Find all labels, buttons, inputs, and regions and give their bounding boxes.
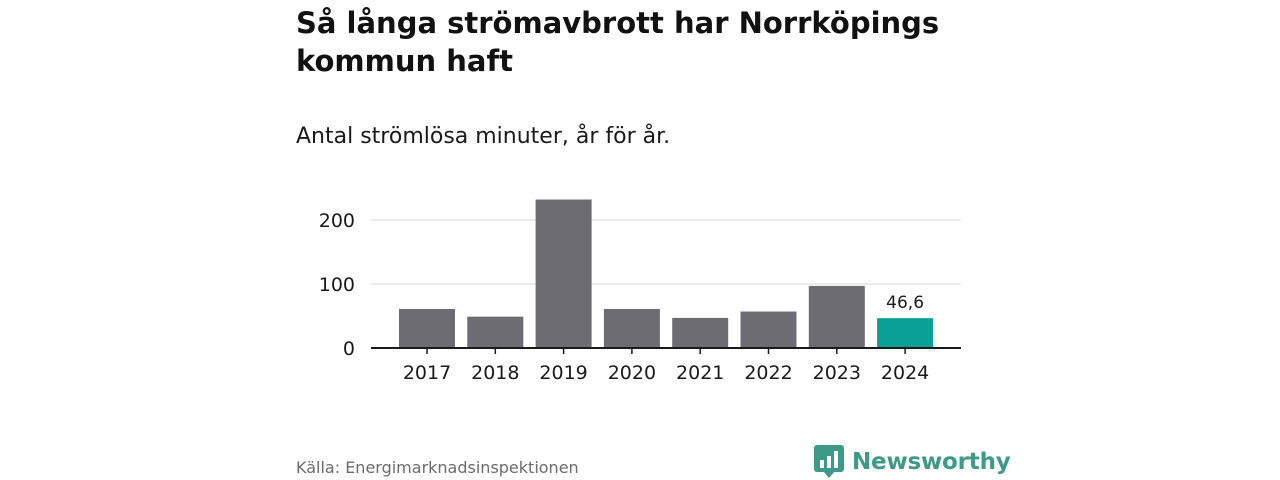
- bar-2023: [808, 285, 865, 348]
- x-tick-label: 2018: [471, 362, 519, 384]
- source-note: Källa: Energimarknadsinspektionen: [296, 458, 579, 477]
- bar-2022: [740, 311, 797, 348]
- bar-2019: [535, 199, 592, 348]
- bar-2018: [467, 316, 524, 348]
- bar-2017: [399, 308, 455, 348]
- brand-name: Newsworthy: [852, 449, 1011, 475]
- x-tick-label: 2017: [403, 362, 451, 384]
- bar-2021: [672, 317, 729, 348]
- bar-2024: [877, 318, 934, 348]
- gridlines: [371, 219, 961, 285]
- axes: [371, 347, 961, 354]
- data-label-2024: 46,6: [886, 293, 924, 313]
- x-tick-label: 2021: [676, 362, 724, 384]
- y-tick-label: 100: [319, 274, 355, 296]
- bar-2020: [603, 308, 660, 348]
- y-tick-label: 0: [343, 338, 355, 360]
- y-tick-label: 200: [319, 210, 355, 232]
- chart-subtitle: Antal strömlösa minuter, år för år.: [296, 124, 671, 149]
- newsworthy-logo-icon: [814, 445, 844, 478]
- chart-title: Så långa strömavbrott har Norrköpings ko…: [296, 6, 940, 78]
- brand-logo: Newsworthy: [814, 444, 1011, 480]
- x-tick-label: 2022: [744, 362, 792, 384]
- bars: [399, 199, 934, 348]
- x-tick-label: 2019: [539, 362, 587, 384]
- labels: 0 100 200 2017 2018 2019 2020 2021 2022 2023 2024 4…: [319, 210, 930, 384]
- x-tick-label: 2024: [881, 362, 929, 384]
- x-tick-label: 2020: [608, 362, 656, 384]
- x-tick-label: 2023: [813, 362, 861, 384]
